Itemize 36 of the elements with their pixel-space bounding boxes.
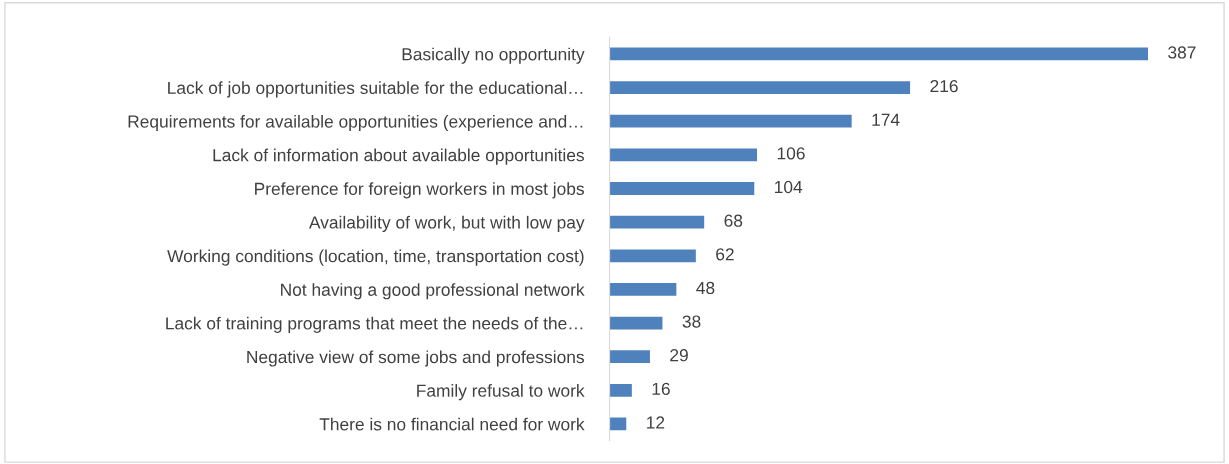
bar bbox=[609, 417, 627, 431]
data-label: 106 bbox=[777, 147, 805, 160]
data-label: 12 bbox=[647, 416, 665, 429]
bar bbox=[609, 47, 1148, 61]
data-label: 68 bbox=[724, 214, 743, 227]
y-tick-label: Lack of information about available opportunities bbox=[213, 148, 584, 165]
data-label: 174 bbox=[872, 113, 900, 126]
bar bbox=[609, 215, 705, 229]
bar bbox=[609, 148, 758, 162]
y-tick-label: Family refusal to work bbox=[417, 384, 585, 401]
y-tick-label: Working conditions (location, time, transportation cost) bbox=[167, 249, 584, 266]
y-tick-label: Preference for foreign workers in most jobs bbox=[255, 182, 584, 199]
data-label: 62 bbox=[716, 248, 734, 261]
y-tick-label: Lack of job opportunities suitable for the educational… bbox=[168, 81, 583, 98]
y-tick-label: Basically no opportunity bbox=[402, 47, 585, 64]
data-label: 387 bbox=[1168, 46, 1196, 59]
y-tick-label: Requirements for available opportunities (experience and… bbox=[128, 114, 583, 132]
y-tick-label: Negative view of some jobs and professions bbox=[247, 350, 584, 367]
bar bbox=[609, 283, 677, 296]
bar bbox=[609, 249, 696, 263]
data-label: 216 bbox=[930, 79, 958, 93]
bar bbox=[609, 182, 755, 195]
y-tick-label: There is no financial need for work bbox=[319, 417, 585, 431]
data-label: 16 bbox=[652, 382, 670, 395]
y-tick-label: Lack of training programs that meet the needs of the… bbox=[166, 316, 583, 333]
y-tick-label: Not having a good professional network bbox=[281, 283, 585, 300]
bar bbox=[609, 350, 650, 364]
data-label: 38 bbox=[682, 315, 701, 328]
bar bbox=[609, 81, 911, 94]
bar bbox=[609, 383, 632, 397]
data-label: 104 bbox=[775, 180, 803, 194]
data-label: 29 bbox=[670, 349, 688, 362]
y-tick-label: Availability of work, but with low pay bbox=[308, 215, 585, 233]
bar bbox=[609, 316, 663, 330]
data-label: 48 bbox=[696, 281, 715, 295]
bar bbox=[609, 114, 852, 128]
